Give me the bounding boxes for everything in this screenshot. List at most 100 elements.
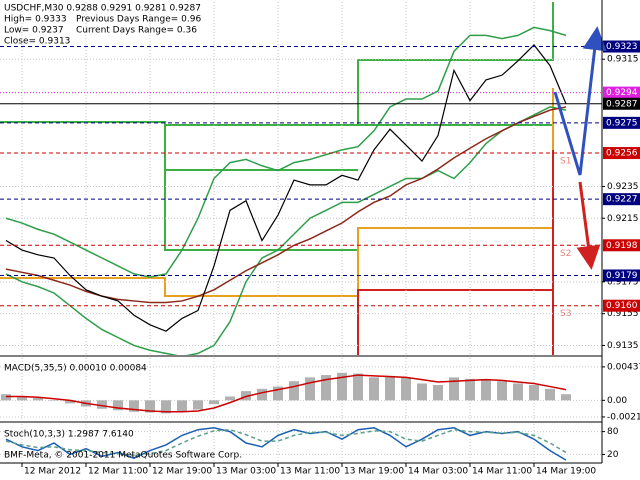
series-line [5,428,567,456]
bar [17,396,27,401]
x-tick-label: 12 Mar 2012 [24,467,81,477]
level-label: 0.9287 [606,99,638,109]
panel [0,427,602,461]
bar [113,400,123,411]
pivot-steps [0,2,554,355]
bar [161,400,171,414]
info-text: High= 0.9333 [4,15,67,25]
bar [49,400,59,401]
bar [353,373,363,401]
y-tick-label: 0.9315 [607,55,639,65]
level-box [603,86,640,99]
pivot-step [357,150,554,355]
bar [273,386,283,401]
bar [289,381,299,401]
bar [385,375,395,401]
x-tick-label: 13 Mar 19:00 [344,467,404,477]
bar [305,377,315,401]
pivot-step [165,2,554,126]
info-text: Current Days Range= 0.36 [76,26,197,36]
x-tick-label: 14 Mar 19:00 [536,467,596,477]
y-tick-label: -0.00217 [607,412,640,422]
info-text: Previous Days Range= 0.96 [76,15,201,25]
level-box [603,40,640,53]
y-tick-label: 20 [607,450,619,460]
level-box [603,116,640,129]
x-tick-label: 14 Mar 03:00 [408,467,468,477]
bar [1,394,11,401]
copyright: BMF-Meta, © 2001-2011 MetaQuotes Softwar… [4,451,242,461]
x-tick-label: 13 Mar 11:00 [280,467,340,477]
bar [433,385,443,401]
bar [529,385,539,401]
bar [369,377,379,401]
level-label: 0.9227 [606,195,638,205]
bar [337,372,347,401]
level-box [603,147,640,160]
level-box [603,97,640,110]
y-tick-label: 0.9175 [607,277,639,287]
level-name: S1 [560,157,571,167]
x-tick-label: 14 Mar 11:00 [472,467,532,477]
level-label: 0.9275 [606,118,638,128]
y-tick-label: 0.9235 [607,182,639,192]
x-tick-label: 12 Mar 19:00 [152,467,212,477]
series-line [5,106,567,355]
info-text: USDCHF,M30 0.9288 0.9291 0.9281 0.9287 [4,4,201,14]
level-name: S3 [560,309,571,319]
bar [321,375,331,401]
level-label: 0.9323 [606,42,638,52]
bar [449,377,459,401]
panel-title: MACD(5,35,5) 0.00010 0.00084 [4,364,147,374]
info-text: Low= 0.9237 [4,26,64,36]
series-line [5,427,567,461]
series-line [5,26,567,278]
level-label: 0.9198 [606,241,638,251]
bar [401,377,411,401]
bar [545,388,555,401]
y-tick-label: 0.9215 [607,214,639,224]
panel [0,366,602,418]
level-box [603,299,640,312]
bar [257,388,267,401]
panel [0,26,602,355]
bar [513,383,523,401]
series-line [6,374,567,413]
bar [225,396,235,401]
y-tick-label: 80 [607,427,619,437]
bar [497,381,507,401]
bar [129,400,139,412]
level-box [603,239,640,252]
level-box [603,193,640,206]
x-tick-label: 12 Mar 11:00 [88,467,148,477]
series-line [5,44,567,332]
bar [145,400,155,413]
arrow [576,181,601,270]
level-label: 0.9256 [606,149,638,159]
bar [97,400,107,409]
bar [193,400,203,410]
info-text: Close= 0.9313 [4,37,70,47]
bar [33,398,43,401]
arrow [553,26,607,176]
level-label: 0.9179 [606,271,638,281]
bar [417,383,427,401]
level-label: 0.9160 [606,301,638,311]
y-tick-label: 0.9135 [607,341,639,351]
bar [177,400,187,412]
bar [209,400,219,405]
bar [465,378,475,401]
panel-title: Stoch(10,3,3) 1.2987 7.6140 [4,430,134,440]
bar [481,379,491,401]
x-tick-label: 13 Mar 03:00 [216,467,276,477]
bar [561,394,571,401]
level-label: 0.9294 [606,88,638,98]
y-tick-label: 0.00437 [607,362,640,372]
level-box [603,269,640,282]
y-tick-label: 0.00 [607,396,627,406]
bar [65,400,75,404]
